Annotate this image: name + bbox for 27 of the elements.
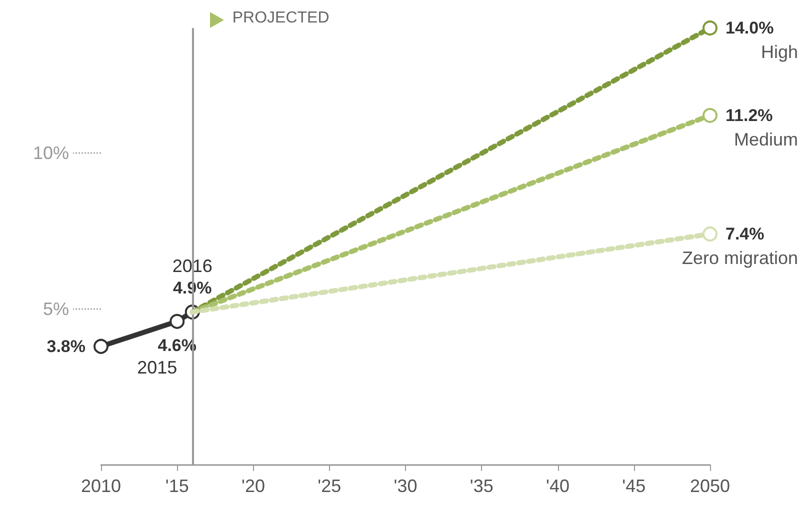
data-label: 14.0% xyxy=(726,18,774,38)
x-tick-label: '25 xyxy=(318,476,342,496)
data-label: 7.4% xyxy=(726,224,764,244)
series-label: Medium xyxy=(734,129,798,150)
x-tick-label: '20 xyxy=(242,476,265,496)
annotation: 2015 xyxy=(137,357,178,378)
series-label: Zero migration xyxy=(682,248,798,268)
y-tick-label: 10% xyxy=(32,142,69,163)
point xyxy=(702,20,718,36)
ref-line-label: PROJECTED xyxy=(232,10,330,26)
y-tick-label: 5% xyxy=(42,298,69,319)
x-tick-label: '40 xyxy=(546,476,570,496)
x-tick-label: '15 xyxy=(165,476,189,496)
data-label: 11.2% xyxy=(726,106,773,125)
x-tick-label: '45 xyxy=(622,476,646,496)
data-label: 3.8% xyxy=(46,336,86,356)
annotation: 2016 xyxy=(172,256,212,276)
point xyxy=(702,108,718,123)
point xyxy=(94,338,108,354)
x-tick-label: '35 xyxy=(470,476,494,496)
x-tick-label: '30 xyxy=(394,476,418,496)
x-tick-label: 2010 xyxy=(80,476,122,496)
point xyxy=(170,314,185,329)
text: High xyxy=(760,42,798,62)
data-label: 4.6% xyxy=(158,336,196,355)
x-tick-label: 2050 xyxy=(690,476,730,496)
point xyxy=(702,226,718,242)
